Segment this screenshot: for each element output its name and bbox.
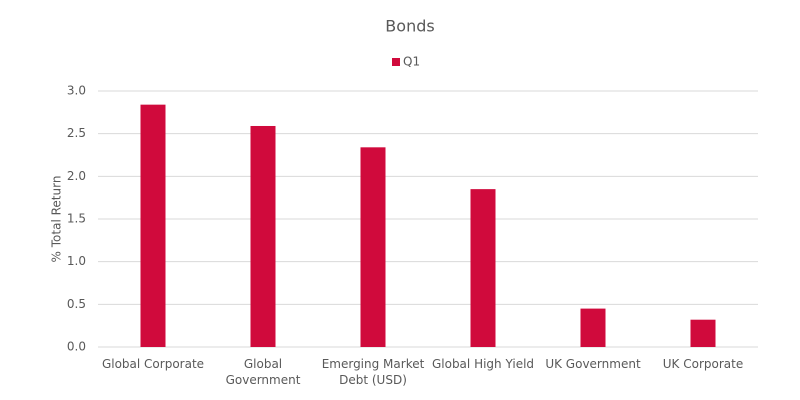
y-tick-label: 1.0	[67, 254, 86, 268]
legend-label: Q1	[403, 55, 420, 69]
y-tick-label: 2.5	[67, 126, 86, 140]
chart-title: Bonds	[385, 17, 434, 36]
x-tick-label: Global Corporate	[101, 357, 205, 371]
bar	[580, 308, 606, 347]
y-tick-label: 2.0	[67, 169, 86, 183]
y-axis-label: % Total Return	[50, 176, 64, 263]
legend-swatch	[392, 58, 400, 66]
x-tick-label: Emerging Market Debt (USD)	[321, 357, 425, 387]
x-tick-label: Global Government	[225, 357, 301, 387]
y-tick-label: 1.5	[67, 212, 86, 226]
bar	[690, 319, 716, 347]
bar	[470, 189, 496, 347]
y-tick-label: 0.5	[67, 297, 86, 311]
bar	[360, 147, 386, 347]
x-tick-label: Global High Yield	[431, 357, 535, 371]
x-tick-label: UK Corporate	[662, 357, 744, 371]
bar	[250, 125, 276, 347]
x-tick-label: UK Government	[545, 357, 641, 371]
y-tick-label: 0.0	[67, 340, 86, 354]
bar	[140, 104, 166, 347]
y-tick-label: 3.0	[67, 84, 86, 98]
